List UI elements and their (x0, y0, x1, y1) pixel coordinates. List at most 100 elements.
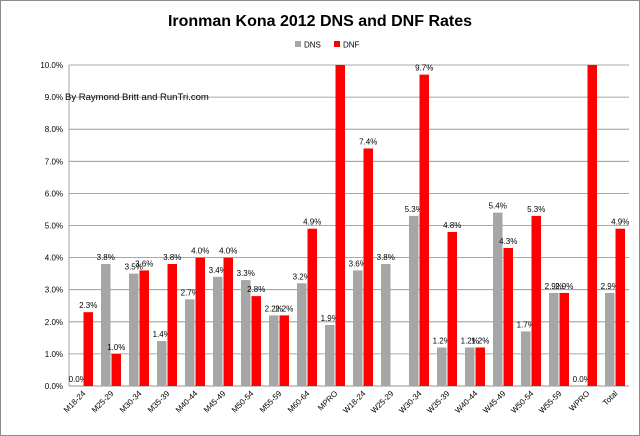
data-label-dns: 1.9% (321, 314, 339, 323)
bar-dnf (307, 228, 317, 386)
bar-dnf (167, 264, 177, 386)
y-tick-label: 2.0% (45, 318, 63, 327)
bar-dns (157, 341, 167, 386)
y-tick-label: 6.0% (45, 189, 63, 198)
x-tick-label: WPRO (567, 389, 591, 413)
data-label-dns: 2.7% (181, 288, 199, 297)
data-label-dnf: 1.0% (107, 343, 125, 352)
bar-dns (521, 331, 531, 386)
bar-dns (353, 270, 363, 386)
data-label-dns: 0.0% (573, 375, 591, 384)
x-tick-label: W50-54 (509, 389, 536, 416)
x-tick-label: Total (601, 389, 619, 407)
bar-dnf (251, 296, 261, 386)
data-label-dns: 3.8% (377, 253, 395, 262)
x-tick-label: W25-29 (369, 389, 396, 416)
bar-dnf (615, 228, 625, 386)
bar-dnf (335, 65, 345, 386)
bar-dnf (475, 347, 485, 386)
chart-title: Ironman Kona 2012 DNS and DNF Rates (168, 13, 472, 30)
data-label-dns: 3.5% (125, 263, 143, 272)
y-tick-label: 1.0% (45, 350, 63, 359)
data-label-dnf: 4.0% (191, 247, 209, 256)
bar-dnf (447, 231, 457, 386)
data-label-dns: 3.3% (237, 269, 255, 278)
x-tick-label: W55-59 (537, 389, 564, 416)
bar-dns (129, 273, 139, 386)
data-label-dns: 5.4% (489, 202, 507, 211)
data-label-dns: 2.9% (601, 282, 619, 291)
y-tick-label: 9.0% (45, 93, 63, 102)
bar-dns (241, 280, 251, 386)
data-label-dnf: 2.3% (79, 301, 97, 310)
data-label-dns: 5.3% (405, 205, 423, 214)
data-label-dns: 1.2% (461, 336, 479, 345)
bar-dns (101, 264, 111, 386)
data-label-dnf: 3.8% (163, 253, 181, 262)
x-tick-label: M25-29 (90, 389, 116, 415)
x-tick-label: M30-34 (118, 389, 144, 415)
bar-dnf (363, 148, 373, 386)
bar-dns (493, 212, 503, 386)
bar-dnf (223, 257, 233, 386)
chart-annotation: By Raymond Britt and RunTri.com (65, 92, 209, 103)
bar-dns (605, 292, 615, 386)
y-tick-label: 3.0% (45, 286, 63, 295)
data-label-dnf: 2.2% (275, 304, 293, 313)
x-tick-label: W40-44 (453, 389, 480, 416)
x-tick-label: M50-54 (230, 389, 256, 415)
x-tick-label: W45-49 (481, 389, 508, 416)
x-tick-label: W35-39 (425, 389, 452, 416)
legend-swatch-dns (295, 41, 301, 47)
x-tick-label: M35-39 (146, 389, 172, 415)
data-label-dnf: 4.0% (219, 247, 237, 256)
bar-dns (185, 299, 195, 386)
data-label-dns: 3.2% (293, 272, 311, 281)
data-label-dns: 1.2% (433, 336, 451, 345)
bar-dnf (111, 353, 121, 386)
data-label-dnf: 5.3% (527, 205, 545, 214)
data-label-dnf: 2.8% (247, 285, 265, 294)
data-label-dns: 2.9% (545, 282, 563, 291)
data-label-dns: 1.4% (153, 330, 171, 339)
y-tick-label: 7.0% (45, 157, 63, 166)
bar-dnf (279, 315, 289, 386)
x-tick-label: MPRO (316, 389, 339, 412)
bar-dns (409, 215, 419, 386)
bar-dns (549, 292, 559, 386)
y-tick-label: 8.0% (45, 125, 63, 134)
data-label-dnf: 7.4% (359, 137, 377, 146)
bar-dns (465, 347, 475, 386)
y-tick-label: 10.0% (40, 61, 63, 70)
bar-dnf (587, 65, 597, 386)
data-label-dns: 3.4% (209, 266, 227, 275)
x-tick-label: W30-34 (397, 389, 424, 416)
bar-dns (269, 315, 279, 386)
bar-dnf (503, 247, 513, 386)
bar-dns (213, 276, 223, 386)
x-tick-label: M45-49 (202, 389, 228, 415)
data-label-dns: 3.6% (349, 259, 367, 268)
y-tick-label: 5.0% (45, 222, 63, 231)
bar-dnf (139, 270, 149, 386)
plot-area: 0.0% 1.0% 2.0% 3.0% 4.0% 5.0% 6.0% 7.0% 8.0% 9.0%… (40, 61, 629, 415)
data-label-dns: 0.0% (69, 375, 87, 384)
x-tick-label: M55-59 (258, 389, 284, 415)
x-tick-label: M60-64 (286, 389, 312, 415)
bar-dns (325, 325, 335, 386)
bar-dnf (559, 292, 569, 386)
data-label-dnf: 4.8% (443, 221, 461, 230)
bar-dns (381, 264, 391, 386)
bar-dns (297, 283, 307, 386)
data-label-dnf: 4.9% (611, 218, 629, 227)
data-label-dnf: 4.9% (303, 218, 321, 227)
legend-label-dnf: DNF (343, 41, 360, 50)
data-label-dns: 1.7% (517, 320, 535, 329)
data-label-dnf: 1.2% (471, 336, 489, 345)
legend: DNS DNF (295, 41, 360, 50)
data-label-dnf: 3.6% (135, 259, 153, 268)
data-label-dnf: 4.3% (499, 237, 517, 246)
bar-dnf (419, 74, 429, 386)
